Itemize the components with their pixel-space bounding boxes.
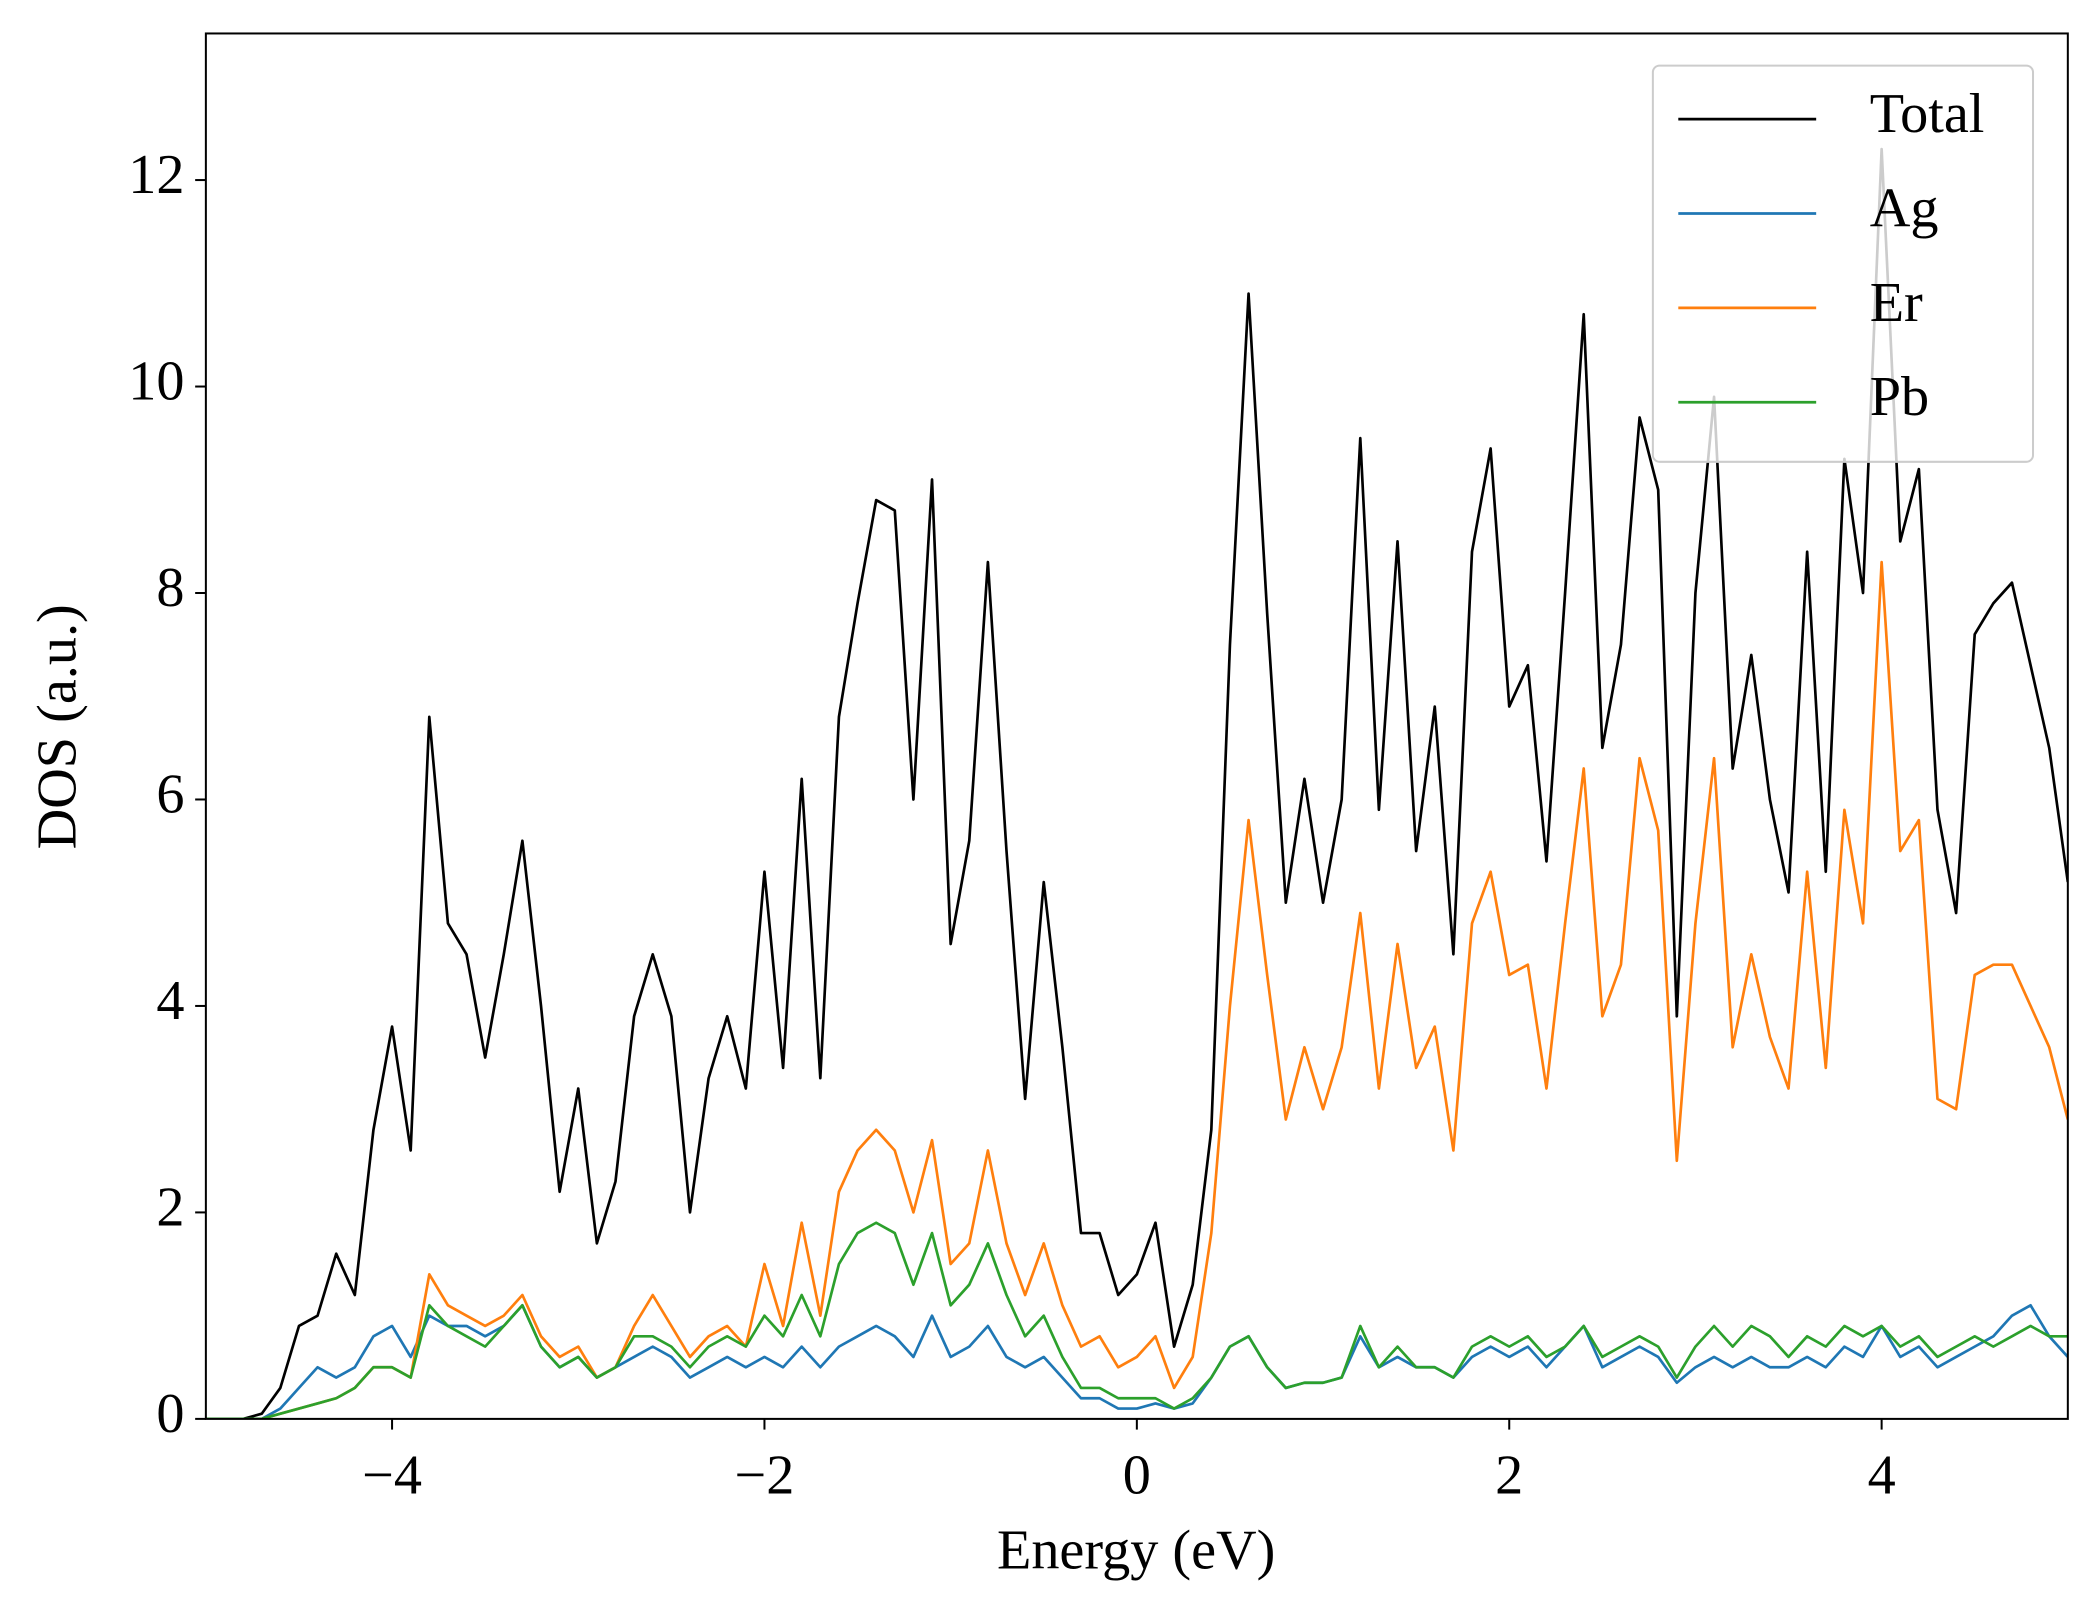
y-tick-label: 12 (128, 144, 184, 206)
plot-area (205, 147, 2068, 1419)
x-tick-label: 4 (1868, 1444, 1896, 1506)
legend-label: Er (1870, 272, 1923, 334)
y-tick-label: 4 (156, 970, 184, 1032)
x-tick-label: 0 (1123, 1444, 1151, 1506)
y-axis-label: DOS (a.u.) (27, 604, 89, 849)
legend-label: Ag (1870, 177, 1939, 239)
data-line (205, 147, 2068, 1419)
legend-label: Total (1870, 83, 1985, 145)
legend-label: Pb (1870, 366, 1929, 428)
y-tick-label: 8 (156, 557, 184, 619)
y-tick-label: 6 (156, 763, 184, 825)
y-tick-label: 10 (128, 350, 184, 412)
x-tick-label: −2 (735, 1444, 795, 1506)
legend-box (1651, 64, 2035, 463)
y-tick-label: 0 (156, 1383, 184, 1445)
data-line (205, 1221, 2068, 1419)
data-line (205, 560, 2068, 1419)
data-line (205, 1303, 2068, 1419)
plot-frame (204, 32, 2069, 1420)
x-tick-label: 2 (1495, 1444, 1523, 1506)
x-tick-label: −4 (362, 1444, 422, 1506)
x-axis-label: Energy (eV) (997, 1519, 1275, 1581)
y-tick-label: 2 (156, 1176, 184, 1238)
